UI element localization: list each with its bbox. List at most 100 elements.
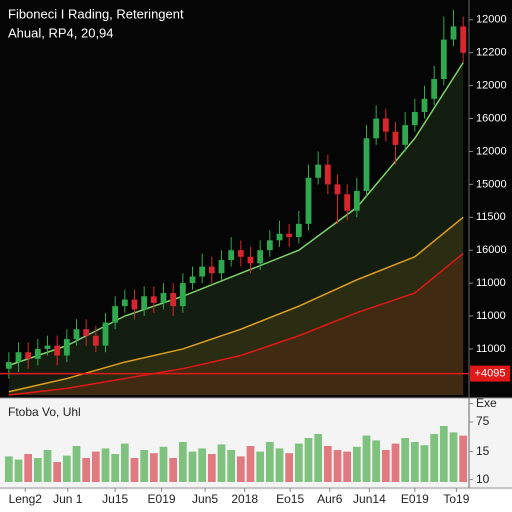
volume-bar — [304, 438, 313, 482]
overlay-area — [8, 253, 464, 395]
volume-bar — [130, 458, 139, 482]
x-tick-label: 2018 — [231, 492, 258, 506]
volume-bar — [198, 448, 207, 482]
candle-body — [54, 345, 61, 356]
volume-bar — [207, 454, 216, 482]
candle-body — [344, 194, 351, 211]
candle-body — [208, 266, 215, 274]
candle-body — [25, 352, 32, 359]
volume-bar — [294, 443, 303, 482]
x-tick-label: Ju15 — [102, 492, 128, 506]
candle-body — [431, 79, 438, 99]
volume-bar — [352, 446, 361, 482]
y-tick-label: 15000 — [476, 178, 507, 190]
candle-body — [421, 98, 428, 112]
candle-body — [218, 260, 225, 274]
candle-body — [334, 184, 341, 195]
volume-bar — [362, 435, 371, 482]
candle-body — [102, 322, 109, 346]
candle-body — [228, 250, 235, 261]
overlay-area — [8, 217, 464, 395]
x-tick-label: To19 — [443, 492, 469, 506]
candle-body — [315, 164, 322, 178]
candle-body — [363, 138, 370, 191]
x-tick-label: Leng2 — [9, 492, 43, 506]
volume-bar — [401, 438, 410, 482]
volume-bar — [381, 450, 390, 482]
volume-bar — [140, 450, 149, 482]
y-tick-label: 10 — [476, 472, 490, 486]
candle-body — [373, 118, 380, 139]
volume-bar — [391, 443, 400, 482]
volume-bar — [256, 451, 265, 482]
candle-body — [121, 299, 128, 307]
volume-bar — [314, 434, 323, 482]
volume-bar — [439, 426, 448, 482]
volume-bar — [420, 445, 429, 482]
volume-bar — [265, 442, 274, 482]
overlay-area — [8, 62, 464, 395]
volume-bar — [149, 453, 158, 482]
chart-subtitle: Ahual, RP4, 20,94 — [8, 25, 114, 40]
candle-body — [237, 250, 244, 257]
volume-bar — [159, 446, 168, 482]
x-tick-label: Aur6 — [317, 492, 343, 506]
volume-bar — [227, 450, 236, 482]
candle-body — [160, 292, 167, 303]
volume-bar — [217, 444, 226, 482]
candle-body — [295, 223, 302, 238]
candle-body — [189, 276, 196, 284]
volume-bar — [323, 446, 332, 482]
volume-bar — [111, 454, 120, 482]
candle-body — [63, 339, 70, 356]
candle-body — [440, 39, 447, 80]
candle-body — [382, 118, 389, 132]
volume-bar — [459, 435, 468, 482]
y-tick-label: 11000 — [476, 277, 506, 289]
volume-bar — [449, 432, 458, 482]
volume-bar — [275, 448, 284, 482]
price-label: +4095 — [475, 368, 506, 380]
y-tick-label: Exe — [476, 396, 497, 410]
volume-bar — [72, 446, 81, 482]
candle-body — [353, 190, 360, 211]
candle-body — [247, 256, 254, 264]
y-tick-label: 12000 — [476, 145, 507, 157]
y-tick-label: 16000 — [476, 112, 507, 124]
y-tick-label: 11000 — [476, 310, 506, 322]
volume-bar — [236, 456, 245, 482]
y-tick-label: 16000 — [476, 244, 507, 256]
volume-bar — [53, 462, 62, 482]
price-layer — [5, 9, 467, 396]
x-tick-label: Eo15 — [276, 492, 304, 506]
volume-bar — [14, 459, 23, 482]
volume-bar — [178, 442, 187, 482]
candle-body — [92, 335, 99, 346]
candle-body — [5, 362, 12, 369]
y-tick-label: 11500 — [476, 211, 506, 223]
candle-body — [324, 164, 331, 185]
candle-body — [460, 26, 467, 53]
candle-body — [44, 345, 51, 349]
candle-body — [15, 352, 22, 363]
y-tick-label: 12000 — [476, 80, 507, 92]
candle-body — [450, 26, 457, 40]
candle-body — [73, 329, 80, 340]
candle-body — [131, 299, 138, 310]
candle-body — [257, 250, 264, 264]
volume-bar — [188, 451, 197, 482]
candle-body — [402, 125, 409, 145]
y-tick-label: 75 — [476, 414, 490, 428]
volume-bar — [372, 440, 381, 482]
volume-title: Ftoba Vo, Uhl — [8, 405, 81, 419]
volume-bar — [410, 442, 419, 482]
volume-bar — [333, 450, 342, 482]
volume-bar — [4, 456, 13, 482]
x-tick-label: E019 — [401, 492, 429, 506]
volume-bar — [82, 458, 91, 482]
x-tick-label: Jun14 — [353, 492, 386, 506]
candle-body — [150, 296, 157, 303]
volume-bar — [343, 451, 352, 482]
candle-body — [112, 306, 119, 323]
